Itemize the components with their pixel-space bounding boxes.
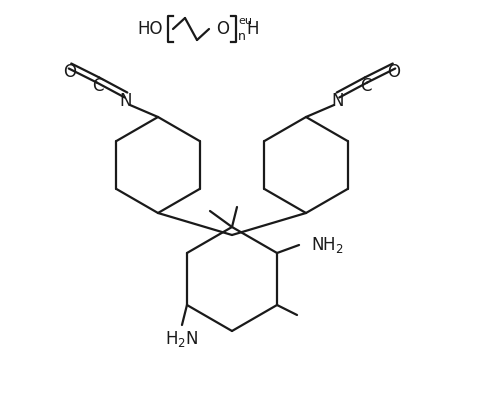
Text: C: C: [92, 77, 104, 95]
Text: HO: HO: [138, 20, 163, 38]
Text: n: n: [238, 29, 246, 42]
Text: O: O: [388, 63, 400, 81]
Text: N: N: [332, 92, 344, 110]
Text: C: C: [360, 77, 372, 95]
Text: H: H: [247, 20, 259, 38]
Text: O: O: [216, 20, 230, 38]
Text: N: N: [120, 92, 132, 110]
Text: NH$_2$: NH$_2$: [310, 235, 344, 255]
Text: eu: eu: [238, 16, 252, 26]
Text: H$_2$N: H$_2$N: [166, 329, 198, 349]
Text: O: O: [64, 63, 76, 81]
